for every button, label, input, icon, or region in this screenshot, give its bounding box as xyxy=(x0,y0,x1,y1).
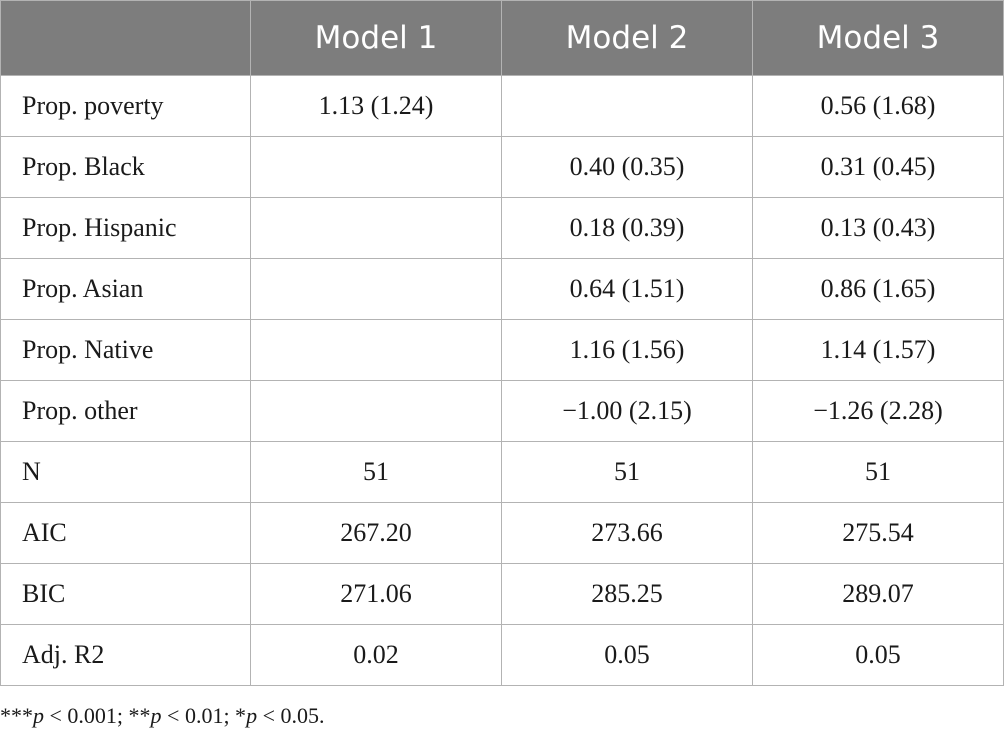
table-row: Prop. poverty 1.13 (1.24) 0.56 (1.68) xyxy=(0,75,1004,137)
model-1-cell xyxy=(250,197,502,259)
model-3-cell: 1.14 (1.57) xyxy=(752,319,1004,381)
model-3-cell: 0.31 (0.45) xyxy=(752,136,1004,198)
table-row: Prop. Hispanic 0.18 (0.39) 0.13 (0.43) xyxy=(0,197,1004,259)
model-2-cell xyxy=(501,75,753,137)
footnote-text: < 0.01; * xyxy=(161,703,247,728)
model-3-cell: 0.86 (1.65) xyxy=(752,258,1004,320)
model-2-cell: −1.00 (2.15) xyxy=(501,380,753,442)
significance-footnote: ***p < 0.001; **p < 0.01; *p < 0.05. xyxy=(0,703,324,729)
regression-results-table: Model 1 Model 2 Model 3 Prop. poverty 1.1… xyxy=(0,0,1004,686)
model-3-cell: −1.26 (2.28) xyxy=(752,380,1004,442)
model-2-cell: 285.25 xyxy=(501,563,753,625)
model-1-cell: 1.13 (1.24) xyxy=(250,75,502,137)
table-row: Adj. R2 0.02 0.05 0.05 xyxy=(0,624,1004,686)
table-row: Prop. Asian 0.64 (1.51) 0.86 (1.65) xyxy=(0,258,1004,320)
model-3-cell: 51 xyxy=(752,441,1004,503)
model-3-cell: 289.07 xyxy=(752,563,1004,625)
model-2-cell: 0.18 (0.39) xyxy=(501,197,753,259)
row-label: N xyxy=(0,441,251,503)
footnote-p-symbol: p xyxy=(150,703,162,728)
model-1-cell: 267.20 xyxy=(250,502,502,564)
footnote-text: *** xyxy=(0,703,33,728)
model-2-cell: 51 xyxy=(501,441,753,503)
model-1-cell: 0.02 xyxy=(250,624,502,686)
table-row: AIC 267.20 273.66 275.54 xyxy=(0,502,1004,564)
row-label: Adj. R2 xyxy=(0,624,251,686)
model-2-cell: 0.05 xyxy=(501,624,753,686)
model-3-cell: 0.05 xyxy=(752,624,1004,686)
model-1-cell xyxy=(250,380,502,442)
model-1-cell xyxy=(250,258,502,320)
model-1-cell: 271.06 xyxy=(250,563,502,625)
header-cell-model-3: Model 3 xyxy=(752,0,1004,76)
model-1-cell: 51 xyxy=(250,441,502,503)
table-row: BIC 271.06 285.25 289.07 xyxy=(0,563,1004,625)
header-cell-variable xyxy=(0,0,251,76)
header-row: Model 1 Model 2 Model 3 xyxy=(0,0,1004,76)
footnote-text: < 0.001; ** xyxy=(44,703,151,728)
row-label: BIC xyxy=(0,563,251,625)
table-row: Prop. Native 1.16 (1.56) 1.14 (1.57) xyxy=(0,319,1004,381)
model-3-cell: 0.13 (0.43) xyxy=(752,197,1004,259)
row-label: Prop. poverty xyxy=(0,75,251,137)
model-2-cell: 0.64 (1.51) xyxy=(501,258,753,320)
row-label: Prop. Hispanic xyxy=(0,197,251,259)
table-row: N 51 51 51 xyxy=(0,441,1004,503)
row-label: AIC xyxy=(0,502,251,564)
header-cell-model-2: Model 2 xyxy=(501,0,753,76)
model-3-cell: 0.56 (1.68) xyxy=(752,75,1004,137)
footnote-p-symbol: p xyxy=(33,703,44,728)
footnote-p-symbol: p xyxy=(246,703,258,728)
row-label: Prop. Black xyxy=(0,136,251,198)
table-row: Prop. other −1.00 (2.15) −1.26 (2.28) xyxy=(0,380,1004,442)
header-cell-model-1: Model 1 xyxy=(250,0,502,76)
model-1-cell xyxy=(250,319,502,381)
row-label: Prop. Native xyxy=(0,319,251,381)
row-label: Prop. other xyxy=(0,380,251,442)
table-header: Model 1 Model 2 Model 3 xyxy=(0,0,1004,76)
model-3-cell: 275.54 xyxy=(752,502,1004,564)
row-label: Prop. Asian xyxy=(0,258,251,320)
model-1-cell xyxy=(250,136,502,198)
table-body: Prop. poverty 1.13 (1.24) 0.56 (1.68) Prop.… xyxy=(0,75,1004,686)
model-2-cell: 273.66 xyxy=(501,502,753,564)
footnote-text: < 0.05. xyxy=(257,703,325,728)
model-2-cell: 1.16 (1.56) xyxy=(501,319,753,381)
model-2-cell: 0.40 (0.35) xyxy=(501,136,753,198)
table-row: Prop. Black 0.40 (0.35) 0.31 (0.45) xyxy=(0,136,1004,198)
